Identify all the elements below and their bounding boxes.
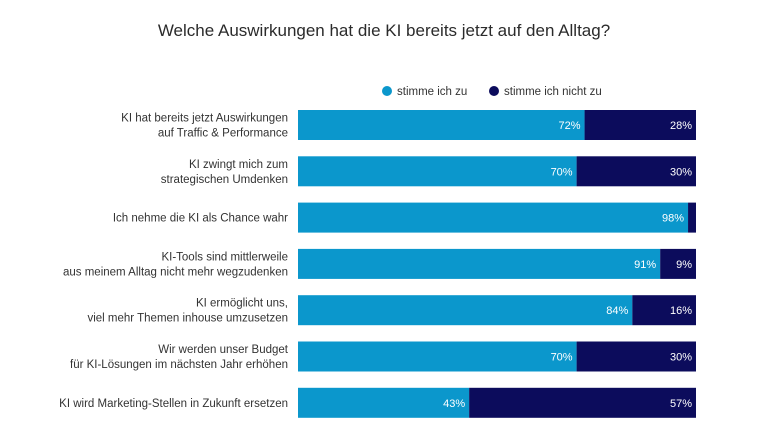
bar-segment-disagree: [576, 156, 696, 187]
category-label: KI ermöglicht uns,: [196, 298, 288, 310]
category-label: KI wird Marketing-Stellen in Zukunft ers…: [59, 398, 288, 410]
legend-marker-0: [382, 86, 392, 96]
legend-label-0: stimme ich zu: [397, 86, 467, 98]
data-label: 72%: [559, 120, 581, 132]
bar-segment-disagree: [632, 295, 696, 326]
data-label: 30%: [670, 166, 692, 178]
data-label: 98%: [662, 213, 684, 225]
bar-segment-agree: [298, 341, 577, 372]
category-label: Ich nehme die KI als Chance wahr: [113, 213, 288, 225]
category-label: KI-Tools sind mittlerweile: [161, 251, 288, 263]
data-label: 43%: [443, 398, 465, 410]
category-label: aus meinem Alltag nicht mehr wegzudenken: [63, 266, 288, 278]
bar-segment-agree: [298, 110, 585, 140]
data-label: 9%: [676, 259, 692, 271]
value-labels: 72% 28% 70% 30% 98% 91% 9% 84% 16% 70% 30% 43% 57%: [443, 120, 692, 410]
bar-segment-agree: [298, 295, 633, 326]
category-label: Wir werden unser Budget: [158, 344, 289, 356]
bar-group: [298, 110, 696, 418]
bar-segment-disagree: [688, 202, 696, 233]
data-label: 57%: [670, 398, 692, 410]
bar-segment-disagree: [660, 248, 696, 279]
category-label: KI zwingt mich zum: [189, 159, 288, 171]
data-label: 84%: [606, 305, 628, 317]
data-label: 28%: [670, 120, 692, 132]
bar-segment-disagree: [584, 110, 696, 140]
category-labels: KI hat bereits jetzt Auswirkungen auf Tra…: [59, 113, 289, 410]
legend-label-1: stimme ich nicht zu: [504, 86, 602, 98]
chart-title: Welche Auswirkungen hat die KI bereits j…: [158, 21, 610, 40]
bar-segment-disagree: [469, 387, 696, 418]
category-label: auf Traffic & Performance: [158, 128, 288, 140]
data-label: 91%: [634, 259, 656, 271]
bar-segment-agree: [298, 387, 470, 418]
bar-segment-agree: [298, 202, 689, 233]
data-label: 30%: [670, 352, 692, 364]
data-label: 16%: [670, 305, 692, 317]
data-label: 70%: [551, 352, 573, 364]
category-label: für KI-Lösungen im nächsten Jahr erhöhen: [70, 359, 288, 371]
bar-segment-agree: [298, 156, 577, 187]
bar-segment-agree: [298, 248, 661, 279]
category-label: KI hat bereits jetzt Auswirkungen: [121, 113, 288, 125]
category-label: viel mehr Themen inhouse umzusetzen: [87, 313, 288, 325]
bar-segment-disagree: [576, 341, 696, 372]
data-label: 70%: [551, 166, 573, 178]
legend-marker-1: [489, 86, 499, 96]
chart-legend: stimme ich zu stimme ich nicht zu: [382, 86, 602, 98]
category-label: strategischen Umdenken: [161, 174, 288, 186]
